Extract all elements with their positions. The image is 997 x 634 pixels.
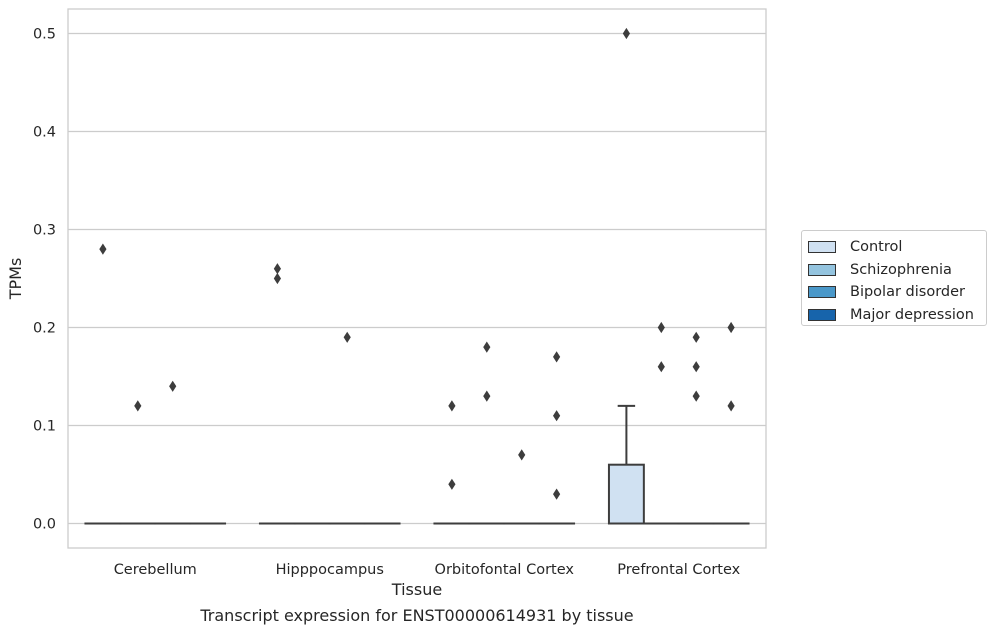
x-tick-label: Cerebellum xyxy=(114,562,197,578)
outlier-point xyxy=(483,390,491,402)
legend-label: Bipolar disorder xyxy=(850,284,965,301)
y-axis-label: TPMs xyxy=(6,258,25,301)
outlier-point xyxy=(448,478,456,490)
outlier-point xyxy=(727,321,735,334)
outlier-point xyxy=(727,400,735,412)
outlier-point xyxy=(343,331,351,343)
box xyxy=(607,404,645,525)
figure-caption: Transcript expression for ENST0000061493… xyxy=(200,606,634,625)
plot-frame xyxy=(67,8,767,549)
y-tick-label: 0.5 xyxy=(33,27,56,43)
y-tick-label: 0.3 xyxy=(33,223,56,239)
outlier-point xyxy=(169,380,177,392)
outlier-point xyxy=(448,400,456,412)
outlier-point xyxy=(657,321,665,334)
outlier-point xyxy=(553,410,561,422)
legend-swatch xyxy=(808,241,836,254)
outlier-point xyxy=(99,243,107,255)
outlier-point xyxy=(553,488,561,500)
legend-label: Major depression xyxy=(850,306,974,323)
boxes xyxy=(84,404,750,525)
x-axis-label: Tissue xyxy=(391,580,442,599)
outlier-point xyxy=(134,400,142,412)
outlier-point xyxy=(657,361,665,373)
x-tick-label: Orbitofontal Cortex xyxy=(435,562,575,578)
x-tick-label: Hipppocampus xyxy=(276,562,384,578)
outlier-point xyxy=(273,272,281,285)
outlier-point xyxy=(518,449,526,461)
outlier-point xyxy=(692,390,700,402)
outlier-point xyxy=(273,263,281,275)
grid-lines xyxy=(68,32,766,525)
legend-swatch xyxy=(808,286,836,299)
legend-item: Major depression xyxy=(808,304,986,327)
legend-label: Control xyxy=(850,239,903,256)
outlier-point xyxy=(692,331,700,343)
y-tick-label: 0.0 xyxy=(33,517,56,533)
legend-swatch xyxy=(808,308,836,321)
outlier-point xyxy=(553,351,561,363)
y-tick-label: 0.1 xyxy=(33,419,56,435)
legend-swatch xyxy=(808,263,836,276)
legend: Control Schizophrenia Bipolar disorder Majo… xyxy=(801,230,987,326)
y-tick-labels: 0.0 0.1 0.2 0.3 0.4 0.5 xyxy=(33,27,56,533)
legend-item: Schizophrenia xyxy=(808,259,986,282)
y-tick-label: 0.2 xyxy=(33,321,56,337)
y-tick-label: 0.4 xyxy=(33,125,56,141)
outlier-point xyxy=(483,341,491,353)
outlier-point xyxy=(622,27,630,40)
legend-item: Control xyxy=(808,236,986,259)
legend-label: Schizophrenia xyxy=(850,261,952,278)
outlier-point xyxy=(692,361,700,373)
legend-item: Bipolar disorder xyxy=(808,281,986,304)
x-tick-labels: Cerebellum Hipppocampus Orbitofontal Corte… xyxy=(114,562,741,578)
outlier-points xyxy=(99,27,735,500)
x-tick-label: Prefrontal Cortex xyxy=(617,562,740,578)
box-body xyxy=(607,463,645,525)
